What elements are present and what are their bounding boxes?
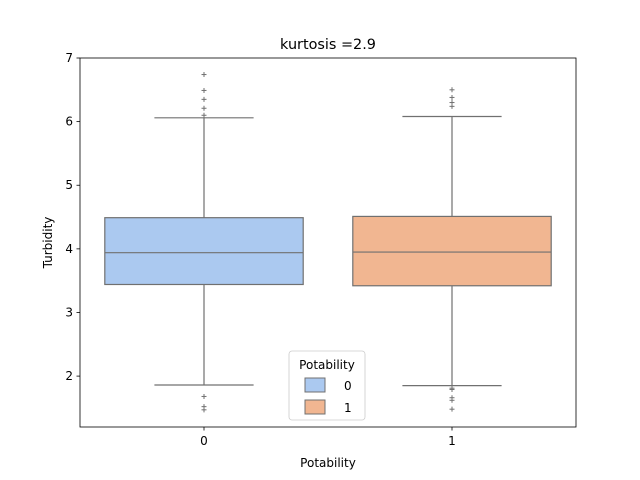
- box-group-1: [352, 87, 552, 412]
- legend-label-0: 0: [344, 379, 352, 393]
- legend-label-1: 1: [344, 401, 352, 415]
- outlier-point: [201, 72, 207, 78]
- outlier-point: [449, 397, 455, 403]
- legend-swatch-0: [304, 377, 326, 393]
- outlier-point: [201, 96, 207, 102]
- outlier-point: [449, 406, 455, 412]
- outlier-point: [449, 386, 455, 392]
- legend-title: Potability: [299, 358, 355, 372]
- x-tick-label: 1: [448, 434, 456, 448]
- outlier-point: [201, 87, 207, 93]
- y-tick-label: 3: [65, 305, 73, 319]
- legend: Potability 0 1: [288, 350, 366, 421]
- outlier-point: [449, 103, 455, 109]
- y-axis-label: Turbidity: [41, 217, 55, 270]
- box-group-0: [104, 72, 304, 413]
- plot-area: [104, 72, 552, 413]
- outlier-point: [449, 87, 455, 93]
- legend-swatch-1: [304, 399, 326, 415]
- outlier-point: [201, 393, 207, 399]
- x-axis-label: Potability: [300, 456, 356, 470]
- y-axis-ticks: 2 3 4 5 6 7: [65, 51, 80, 383]
- outlier-point: [201, 112, 207, 118]
- outlier-point: [449, 94, 455, 100]
- box-iqr: [104, 217, 304, 286]
- plot-frame: [79, 57, 577, 428]
- y-tick-label: 7: [65, 51, 73, 65]
- x-tick-label: 0: [200, 434, 208, 448]
- y-tick-label: 5: [65, 178, 73, 192]
- y-tick-label: 2: [65, 369, 73, 383]
- outlier-point: [201, 105, 207, 111]
- box-iqr: [352, 215, 552, 287]
- outlier-point: [201, 407, 207, 413]
- chart-title: kurtosis =2.9: [280, 37, 376, 53]
- y-tick-label: 4: [65, 242, 73, 256]
- y-tick-label: 6: [65, 115, 73, 129]
